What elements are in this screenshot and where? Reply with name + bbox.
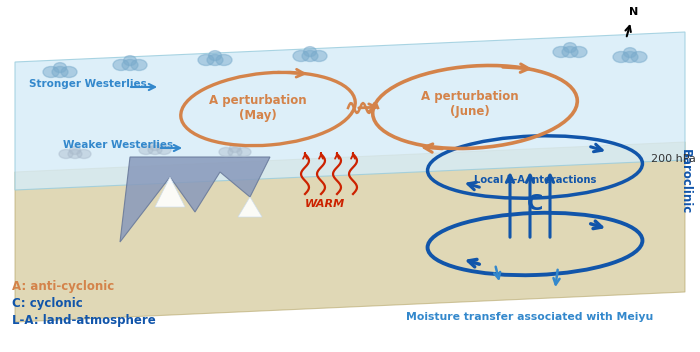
Ellipse shape xyxy=(149,142,160,150)
Ellipse shape xyxy=(198,55,214,65)
Text: N: N xyxy=(629,7,638,17)
Ellipse shape xyxy=(68,150,82,158)
Ellipse shape xyxy=(613,51,629,63)
Text: A: anti-cyclonic: A: anti-cyclonic xyxy=(12,280,114,293)
Ellipse shape xyxy=(622,51,638,63)
Ellipse shape xyxy=(571,46,587,57)
Ellipse shape xyxy=(43,67,59,77)
Text: Weaker Westerlies: Weaker Westerlies xyxy=(63,140,173,150)
Text: Local L-A Interactions: Local L-A Interactions xyxy=(474,175,596,185)
Ellipse shape xyxy=(631,51,647,63)
Polygon shape xyxy=(238,197,262,217)
Ellipse shape xyxy=(207,55,223,65)
Text: 200 hPa: 200 hPa xyxy=(651,154,696,164)
Ellipse shape xyxy=(562,46,578,57)
Ellipse shape xyxy=(216,55,232,65)
Ellipse shape xyxy=(157,145,171,155)
Text: A perturbation
(June): A perturbation (June) xyxy=(421,90,519,118)
Ellipse shape xyxy=(237,147,251,157)
Ellipse shape xyxy=(139,145,153,155)
Ellipse shape xyxy=(122,59,138,70)
Text: WARM: WARM xyxy=(305,199,345,209)
Ellipse shape xyxy=(230,144,241,152)
Text: Moisture transfer associated with Meiyu: Moisture transfer associated with Meiyu xyxy=(407,312,654,322)
Text: C: cyclonic: C: cyclonic xyxy=(12,297,83,310)
Ellipse shape xyxy=(69,146,80,155)
Text: Stronger Westerlies: Stronger Westerlies xyxy=(29,79,147,89)
Text: Baroclinic: Baroclinic xyxy=(678,149,692,215)
Ellipse shape xyxy=(77,150,91,158)
Ellipse shape xyxy=(564,43,576,52)
Ellipse shape xyxy=(293,50,309,62)
Text: C: C xyxy=(527,194,543,214)
Ellipse shape xyxy=(553,46,569,57)
Ellipse shape xyxy=(302,50,318,62)
Ellipse shape xyxy=(304,47,316,57)
Ellipse shape xyxy=(148,145,162,155)
Ellipse shape xyxy=(54,63,66,73)
Polygon shape xyxy=(15,142,685,322)
Ellipse shape xyxy=(61,67,77,77)
Ellipse shape xyxy=(59,150,73,158)
Text: A perturbation
(May): A perturbation (May) xyxy=(209,94,307,122)
Polygon shape xyxy=(155,177,185,207)
Ellipse shape xyxy=(219,147,233,157)
Ellipse shape xyxy=(113,59,129,70)
Ellipse shape xyxy=(311,50,327,62)
Ellipse shape xyxy=(228,147,242,157)
Ellipse shape xyxy=(131,59,147,70)
Ellipse shape xyxy=(124,56,136,65)
Ellipse shape xyxy=(209,51,221,61)
Polygon shape xyxy=(120,157,270,242)
Ellipse shape xyxy=(624,48,636,57)
Text: L-A: land-atmosphere: L-A: land-atmosphere xyxy=(12,314,155,327)
Polygon shape xyxy=(15,32,685,190)
Ellipse shape xyxy=(52,67,68,77)
